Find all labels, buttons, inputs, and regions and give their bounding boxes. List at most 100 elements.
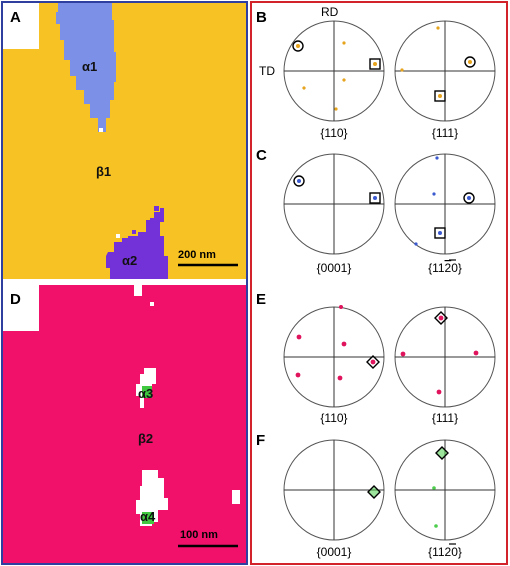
pole-point [302,86,306,90]
pole-point [373,196,377,200]
pole-figure-e-110: {110} [283,305,385,425]
pole-point [400,68,404,72]
map-a-corner-gap [3,3,39,49]
pole-point [296,334,302,340]
pole-figure-c-0001: {0001} [283,153,385,275]
pole-point [438,231,442,235]
diamond-marker [366,355,380,369]
panel-letter-f: F [256,432,265,449]
pole-point [337,375,343,381]
pole-point [435,156,439,160]
circle-marker [463,192,475,204]
panel-letter-e: E [256,291,266,308]
scalebar-label-d: 100 nm [180,529,218,541]
alpha3-grain [142,386,152,398]
beta1-matrix [3,3,246,279]
alpha2-grain [106,208,168,279]
overbar-digit: 2 [445,545,452,559]
alpha2-pixel [154,206,159,211]
label-alpha4: α4 [140,509,156,524]
left-frame [1,1,248,565]
pole-figure-b-110: {110} [283,20,385,140]
pole-figure-e-111: {111} [394,306,496,425]
diamond-marker [434,311,448,325]
overbar-digit: 2 [445,261,452,275]
pole-point [473,350,479,356]
ebsd-map-panel-a: A α1 β1 α2 200 nm [3,3,246,279]
pole-point [438,94,442,98]
pole-point [436,389,442,395]
label-beta2: β2 [138,431,153,446]
pole-figure-f-0001: {0001} [283,439,385,559]
pole-point [296,44,300,48]
pole-point [467,196,471,200]
label-alpha1: α1 [82,59,97,74]
right-frame [250,1,508,565]
alpha4-grain [142,512,154,524]
td-axis-label: TD [259,64,275,78]
unindexed-region [134,285,142,296]
family-label-b-left: {110} [320,126,347,140]
pole-point [339,305,343,309]
family-label-b-right: {111} [432,126,458,140]
pole-point [414,242,418,246]
alpha2-pixel [146,220,150,224]
diamond-marker [367,485,381,499]
scalebar-label-a: 200 nm [178,249,216,261]
family-label-f-left: {0001} [317,545,352,559]
square-marker [369,58,381,70]
pole-figures-b: B RD TD {110} { [256,5,496,140]
square-marker [434,227,446,239]
pole-figures-e: E {110} {111} [256,291,496,425]
pole-point [400,351,406,357]
square-marker [369,192,381,204]
label-alpha3: α3 [138,386,153,401]
alpha1-grain [56,3,116,132]
map-d-corner-gap [3,285,39,331]
pole-point [342,78,346,82]
family-label-e-right: {111} [432,411,458,425]
ebsd-map-panel-d: D α3 β2 α4 100 nm [3,285,246,563]
circle-marker [292,40,304,52]
circle-marker [293,175,305,187]
circle-marker [464,56,476,68]
unindexed-pixel [99,128,103,132]
rd-axis-label: RD [321,5,339,19]
family-label-f-right: {1120} [428,545,462,559]
diamond-marker [435,446,449,460]
pole-point [432,486,436,490]
panel-letter-c: C [256,147,267,164]
panel-letter-a: A [10,9,21,26]
beta2-matrix [3,285,246,563]
unindexed-pixel [116,234,120,238]
family-label-c-left: {0001} [317,261,352,275]
pole-point [297,179,301,183]
pole-point [373,62,377,66]
family-label-c-right: {1120} [428,261,462,275]
pole-figures-c: C {0001} {1120} [256,147,496,275]
pole-point [438,315,444,321]
pole-point [468,60,472,64]
square-marker [434,90,446,102]
pole-figure-f-11-20: {1120} [394,439,496,559]
unindexed-pixel [150,302,154,306]
panel-letter-b: B [256,9,267,26]
pole-point [341,341,347,347]
pole-point [434,524,438,528]
pole-figure-b-111: {111} [394,20,496,140]
alpha2-pixel [132,230,136,234]
label-alpha2: α2 [122,253,137,268]
family-label-e-left: {110} [320,411,347,425]
pole-point [432,192,436,196]
pole-point [334,107,338,111]
pole-figure-c-11-20: {1120} [394,153,496,275]
unindexed-region [232,490,240,504]
panel-letter-d: D [10,291,21,308]
pole-point [342,41,346,45]
label-beta1: β1 [96,164,111,179]
pole-point [436,26,440,30]
pole-figures-f: F {0001} {1120} [256,432,496,559]
pole-point [370,359,376,365]
pole-point [295,372,301,378]
